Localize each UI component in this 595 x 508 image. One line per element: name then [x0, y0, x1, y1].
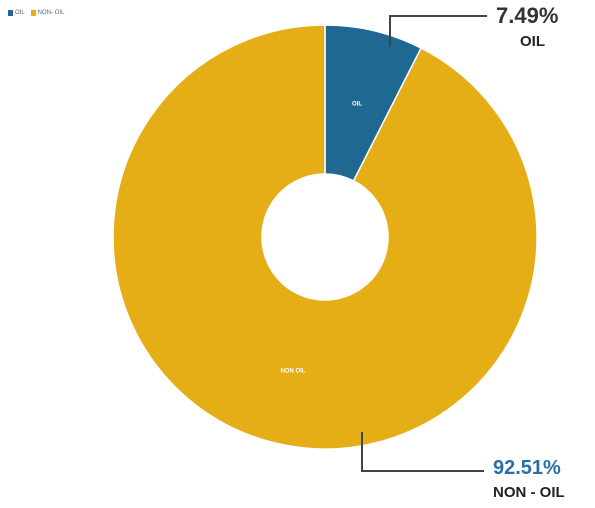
legend-label-oil: OIL	[15, 10, 25, 16]
slice-non-oil	[112, 24, 538, 450]
callout-value-non-oil: 92.51%	[493, 457, 561, 479]
legend-swatch-non-oil	[30, 10, 36, 16]
slice-label-non-oil: NON OIL	[280, 369, 305, 375]
callout-label-non-oil: NON - OIL	[493, 484, 565, 501]
callout-line-oil	[389, 15, 487, 47]
legend-item-oil: OIL	[8, 10, 25, 16]
callout-line-non-oil	[361, 432, 484, 472]
legend-item-non-oil: NON- OIL	[30, 10, 65, 16]
legend-label-non-oil: NON- OIL	[37, 10, 65, 16]
chart-legend: OIL NON- OIL	[8, 10, 64, 16]
legend-swatch-oil	[8, 10, 13, 16]
slice-label-oil: OIL	[352, 101, 362, 107]
callout-value-oil: 7.49%	[496, 3, 559, 28]
callout-label-oil: OIL	[520, 33, 545, 50]
